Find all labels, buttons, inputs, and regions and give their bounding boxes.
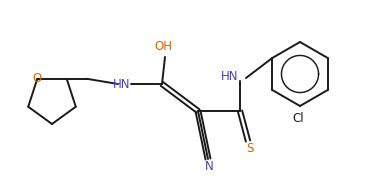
Text: N: N <box>205 160 213 173</box>
Text: S: S <box>246 142 254 154</box>
Text: O: O <box>33 72 42 85</box>
Text: HN: HN <box>113 77 131 91</box>
Text: Cl: Cl <box>292 112 304 125</box>
Text: OH: OH <box>154 40 172 53</box>
Text: HN: HN <box>221 70 239 83</box>
